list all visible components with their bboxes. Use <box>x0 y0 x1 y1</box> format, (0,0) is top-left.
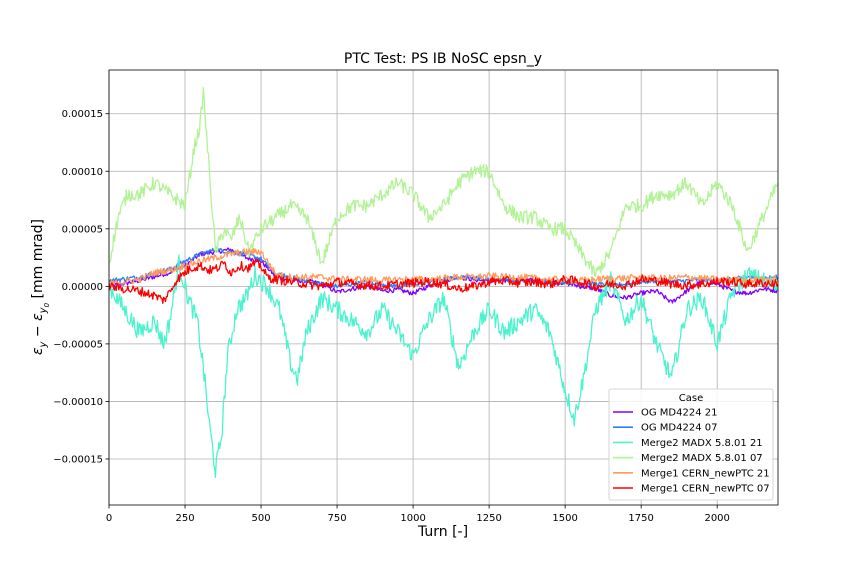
series-line-3 <box>109 86 778 278</box>
legend-box <box>608 388 774 501</box>
legend-entry: Merge1 CERN_newPTC 07 <box>641 484 770 495</box>
x-tick-label: 1750 <box>628 513 653 524</box>
y-label-sub-y: y <box>38 340 49 348</box>
y-tick-label: −0.00010 <box>53 397 103 408</box>
legend-entry: OG MD4224 07 <box>641 423 717 434</box>
y-tick-label: 0.00000 <box>62 282 103 293</box>
x-tick-label: 500 <box>251 513 270 524</box>
y-label-sub-0: 0 <box>43 302 51 307</box>
y-label-unit: [mm mrad] <box>30 219 46 303</box>
series-line-2 <box>109 254 778 479</box>
y-label-sub-y2: y <box>38 306 49 314</box>
y-axis-label: εy − εy0 [mm mrad] <box>30 219 51 355</box>
y-tick-label: 0.00005 <box>62 224 103 235</box>
plot-frame <box>108 69 779 506</box>
x-tick-label: 2000 <box>704 513 729 524</box>
grid-lines <box>108 70 778 505</box>
legend-items: OG MD4224 21 OG MD4224 07 Merge2 MADX 5.8.… <box>613 408 770 495</box>
y-tick-label: 0.00015 <box>62 109 103 120</box>
y-axis-ticks: −0.00015 −0.00010 −0.00005 0.00000 0.00005 0.… <box>53 109 109 465</box>
y-label-eps: ε <box>30 347 46 355</box>
chart-title: PTC Test: PS IB NoSC epsn_y <box>344 51 542 67</box>
legend-entry: Merge1 CERN_newPTC 21 <box>641 468 770 479</box>
legend: Case OG MD4224 21 OG MD4224 07 Merge2 MADX… <box>608 388 774 501</box>
x-axis-ticks: 0 250 500 750 1000 1250 1500 1750 2000 <box>106 505 730 524</box>
y-tick-label: −0.00005 <box>53 339 103 350</box>
x-tick-label: 250 <box>175 513 194 524</box>
legend-entry: Merge2 MADX 5.8.01 07 <box>641 453 763 464</box>
y-tick-label: −0.00015 <box>53 454 103 465</box>
x-tick-label: 0 <box>106 513 112 524</box>
series-layer <box>109 86 778 479</box>
y-label-minus: − ε <box>30 313 46 342</box>
x-tick-label: 1500 <box>552 513 577 524</box>
y-tick-label: 0.00010 <box>62 167 103 178</box>
x-tick-label: 1250 <box>476 513 501 524</box>
legend-entry: OG MD4224 21 <box>641 408 717 419</box>
series-line-5 <box>109 258 778 304</box>
x-axis-label: Turn [-] <box>417 524 468 540</box>
legend-title: Case <box>679 393 703 404</box>
x-tick-label: 750 <box>328 513 347 524</box>
x-tick-label: 1000 <box>400 513 425 524</box>
legend-entry: Merge2 MADX 5.8.01 21 <box>641 438 763 449</box>
